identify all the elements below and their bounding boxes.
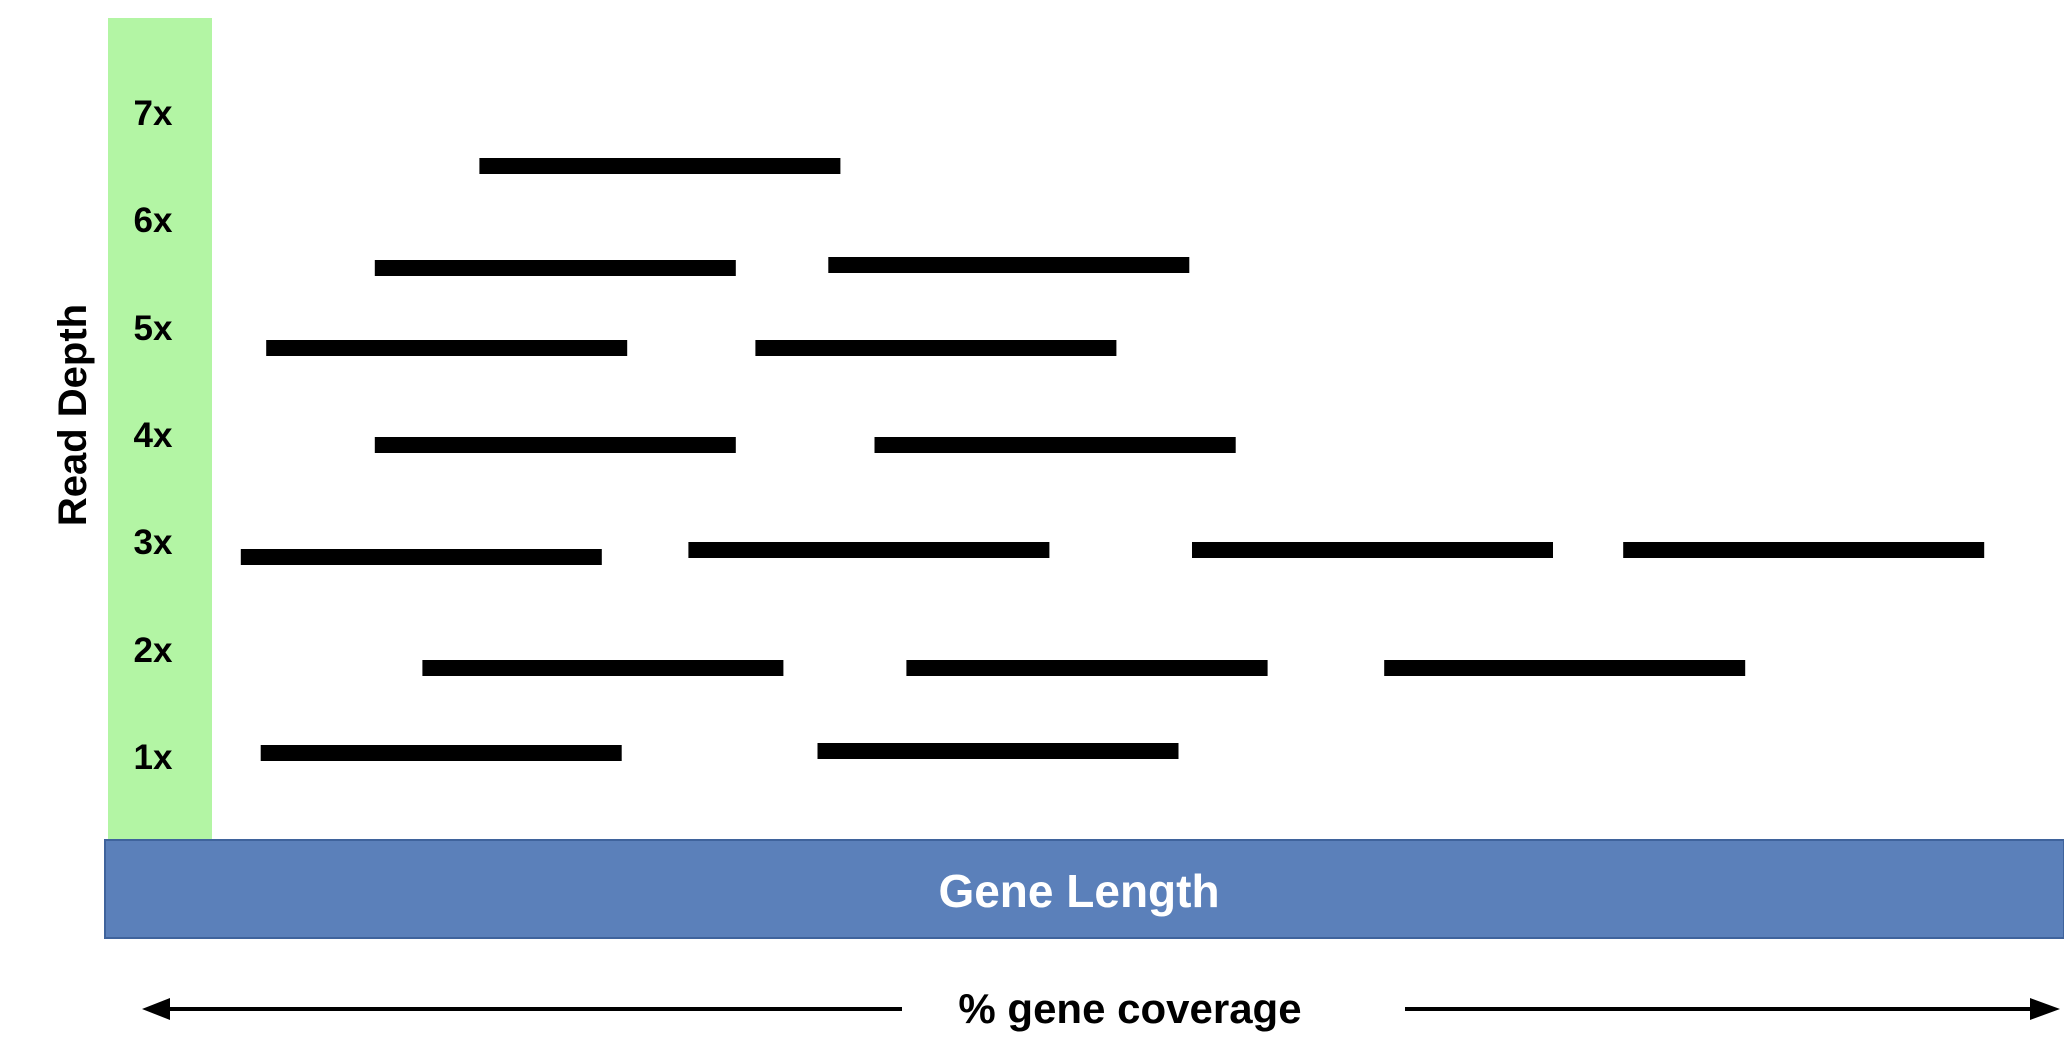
depth-label-3x: 3x [134,523,173,562]
depth-label-5x: 5x [134,309,173,348]
read-depth-4x-2 [874,437,1236,453]
read-depth-3x-1 [240,549,602,565]
coverage-arrow-left-head [142,998,170,1020]
read-depth-2x-1 [422,660,784,676]
gene-length-label: Gene Length [938,865,1219,917]
read-depth-3x-4 [1623,542,1985,558]
read-depth-2x-3 [1384,660,1746,676]
read-depth-2x-2 [906,660,1268,676]
read-depth-6x-1 [374,260,736,276]
gene-coverage-label: % gene coverage [958,985,1301,1032]
coverage-arrow-right-head [2030,998,2060,1020]
read-depth-6x-2 [828,257,1190,273]
read-depth-1x-2 [817,743,1179,759]
depth-label-6x: 6x [134,201,173,240]
read-depth-5x-1 [266,340,628,356]
read-depth-3x-3 [1192,542,1553,558]
depth-label-7x: 7x [134,94,173,133]
coverage-arrow [142,998,2060,1020]
read-depth-4x-1 [374,437,736,453]
read-depth-5x-2 [755,340,1117,356]
read-depth-7x-1 [479,158,841,174]
depth-label-2x: 2x [134,631,173,670]
depth-tick-labels: 7x 6x 5x 4x 3x 2x 1x [134,94,173,777]
reads-group [240,158,1985,761]
depth-label-1x: 1x [134,738,173,777]
read-depth-1x-1 [260,745,622,761]
depth-label-4x: 4x [134,416,173,455]
gene-length-bar [104,839,2064,939]
depth-scale-column [108,18,212,853]
read-depth-axis-title: Read Depth [51,304,95,526]
read-depth-3x-2 [688,542,1050,558]
